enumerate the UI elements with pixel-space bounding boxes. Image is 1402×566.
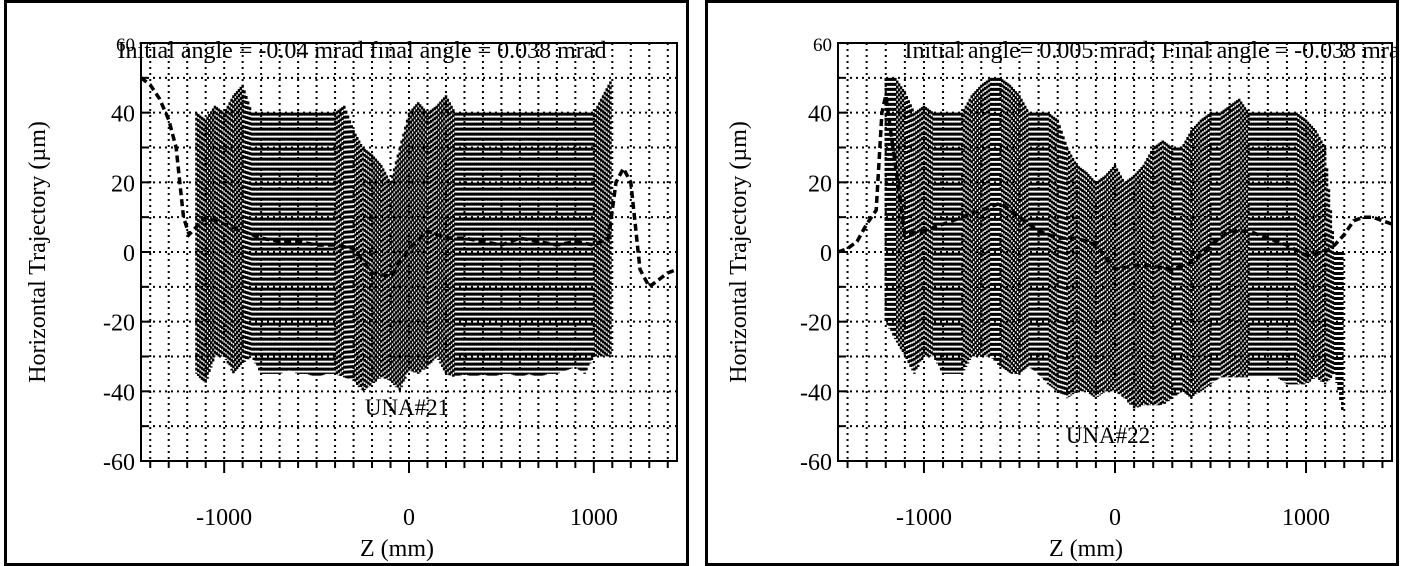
y-tick-label: 60 xyxy=(813,35,832,56)
y-tick-label: 40 xyxy=(808,102,832,128)
y-tick-label: -40 xyxy=(800,380,832,406)
y-tick-label: -20 xyxy=(103,311,135,337)
run-label: UNA#22 xyxy=(1066,423,1150,448)
chart-title: Initial angle= 0.005 mrad; Final angle =… xyxy=(905,38,1396,64)
y-tick-label: 0 xyxy=(123,241,135,267)
x-tick-label: 0 xyxy=(1109,505,1121,531)
y-tick-label: -20 xyxy=(800,311,832,337)
chart-title: Initial angle = -0.04 mrad final angle =… xyxy=(118,38,607,64)
x-axis-label: Z (mm) xyxy=(1049,536,1123,562)
trajectory-line xyxy=(139,76,678,290)
x-tick-label: -1000 xyxy=(896,505,952,531)
y-tick-label: -60 xyxy=(103,450,135,476)
y-tick-label: 20 xyxy=(808,171,832,197)
run-label: UNA#21 xyxy=(365,395,449,420)
y-tick-label: 60 xyxy=(116,35,135,56)
y-tick-label: -40 xyxy=(103,380,135,406)
chart-una21: 60 40 20 0 -20 -40 -60 -1000 0 1000 Initial angle … xyxy=(25,35,678,562)
y-axis-label: Horizontal Trajectory (µm) xyxy=(25,121,51,383)
x-tick-label: -1000 xyxy=(196,505,252,531)
x-tick-label: 0 xyxy=(403,505,415,531)
y-axis-label: Horizontal Trajectory (µm) xyxy=(726,121,752,383)
y-tick-label: 0 xyxy=(820,241,832,267)
x-tick-label: 1000 xyxy=(570,505,618,531)
chart-panel-una22: 60 40 20 0 -20 -40 -60 -1000 0 1000 Initial angle=… xyxy=(705,0,1399,566)
chart-panel-una21: 60 40 20 0 -20 -40 -60 -1000 0 1000 Initial angle … xyxy=(4,0,689,566)
chart-una22: 60 40 20 0 -20 -40 -60 -1000 0 1000 Initial angle=… xyxy=(726,35,1396,562)
x-axis-label: Z (mm) xyxy=(360,536,434,562)
y-tick-label: -60 xyxy=(800,450,832,476)
trajectory-line xyxy=(837,94,1393,272)
x-tick-label: 1000 xyxy=(1282,505,1330,531)
y-tick-label: 20 xyxy=(111,171,135,197)
y-tick-label: 40 xyxy=(111,102,135,128)
